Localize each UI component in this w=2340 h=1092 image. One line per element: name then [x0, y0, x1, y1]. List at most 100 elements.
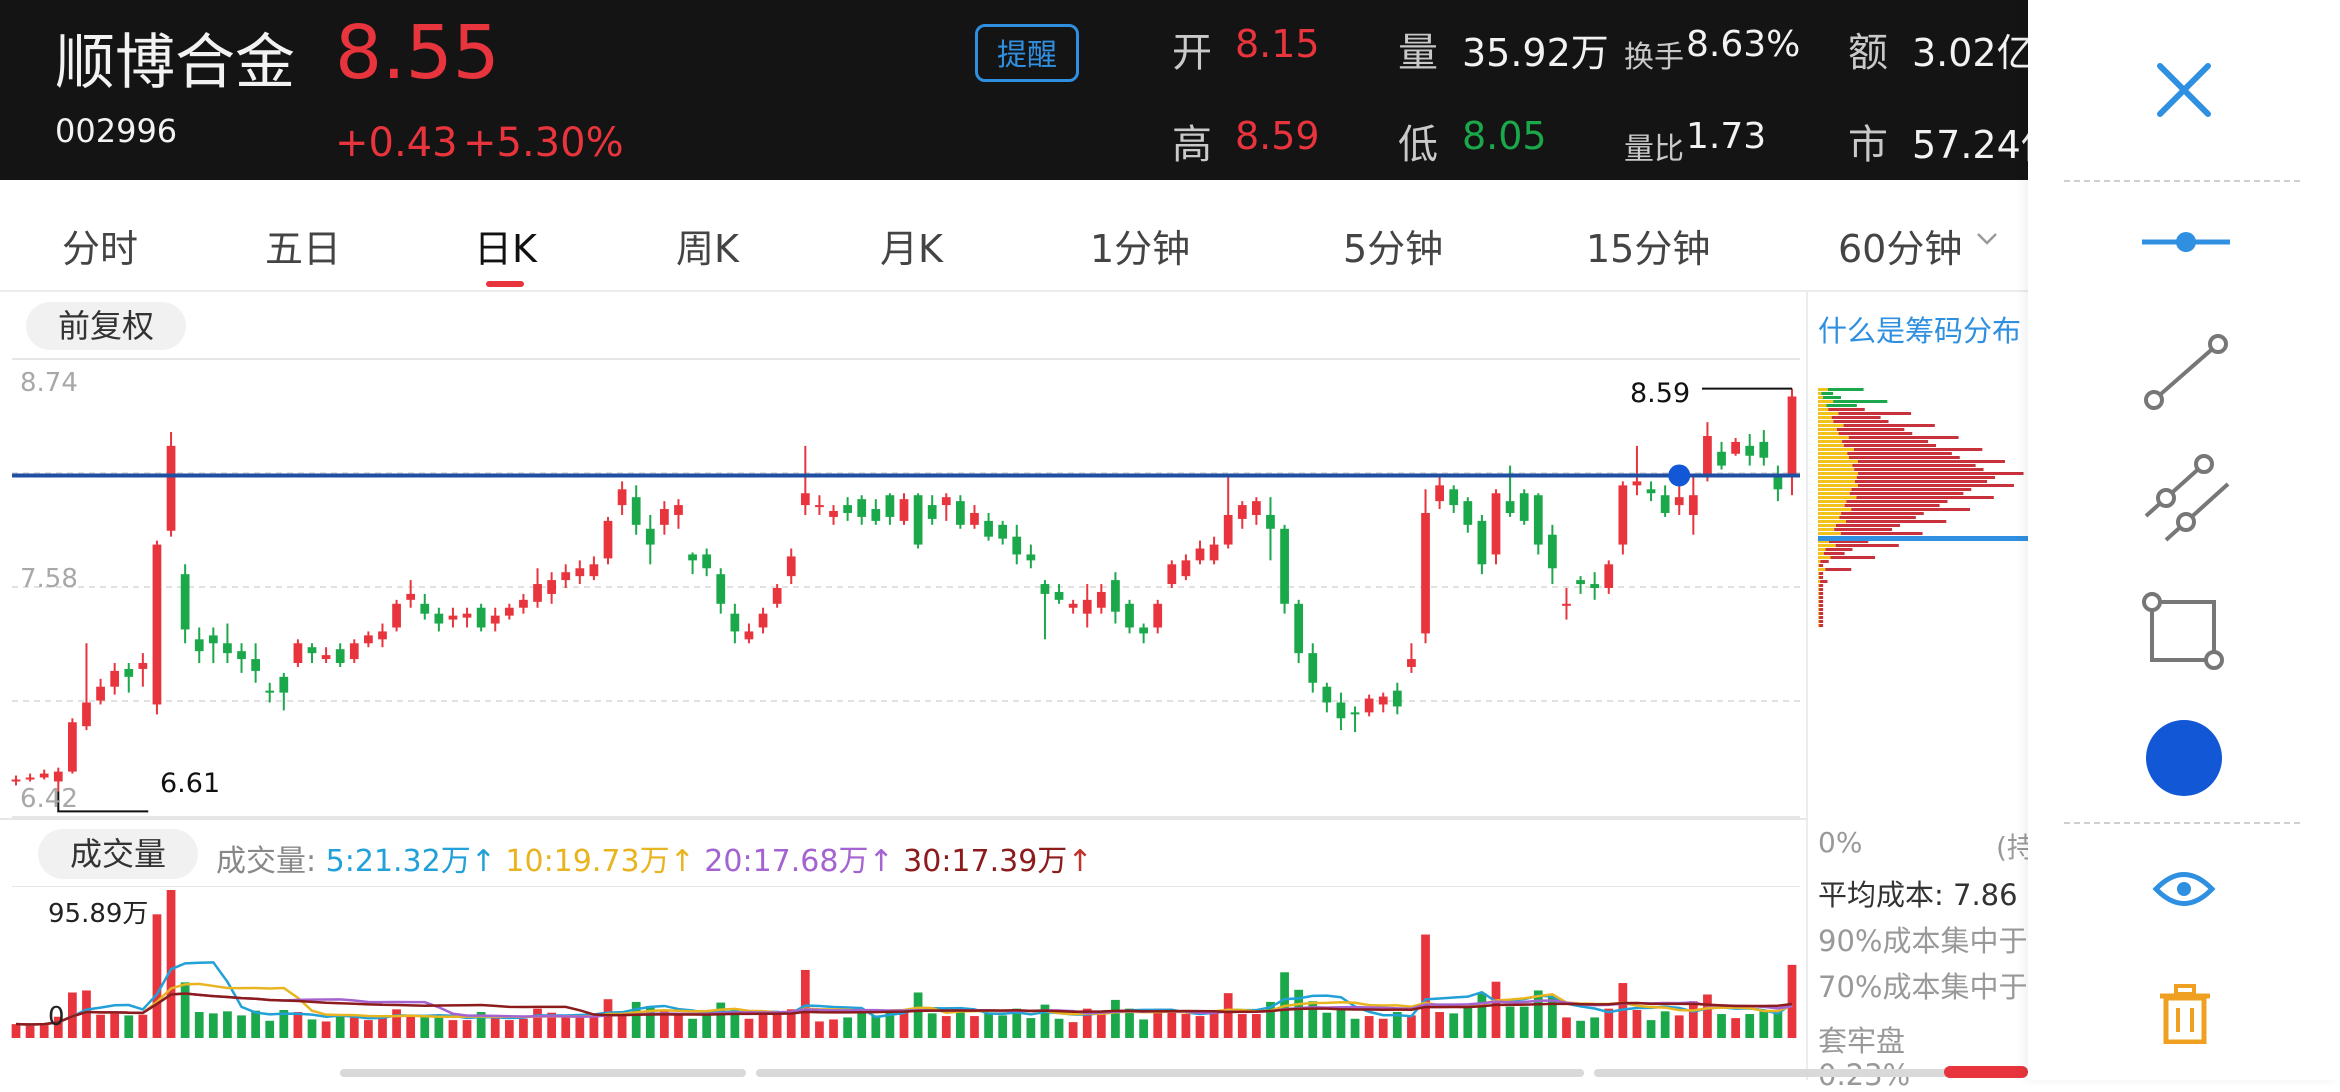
- chip-bar: [1818, 520, 1847, 523]
- candle: [702, 554, 712, 569]
- chip-bar: [1818, 608, 1820, 611]
- volume-bar: [547, 1012, 556, 1038]
- chip-bar: [1818, 528, 1835, 531]
- chip-help-link[interactable]: 什么是筹码分布: [1818, 314, 2022, 348]
- adjust-mode-button[interactable]: 前复权: [26, 302, 186, 350]
- candle: [1195, 548, 1205, 561]
- color-dot-icon[interactable]: [2146, 720, 2222, 796]
- tab-daily-k[interactable]: 日K: [474, 227, 537, 271]
- candle: [208, 635, 218, 644]
- volume-bar: [180, 982, 190, 1038]
- candle: [519, 599, 528, 608]
- volume-bar: [1040, 1004, 1050, 1038]
- volume-bar: [1054, 1018, 1064, 1038]
- chip-bar: [1819, 584, 1824, 587]
- tab-1min[interactable]: 1分钟: [1090, 227, 1191, 271]
- candle: [392, 603, 401, 628]
- volume-bar: [194, 1012, 204, 1038]
- drawing-tool-panel: [2028, 0, 2340, 1080]
- candle: [575, 568, 585, 577]
- chip-bar: [1843, 444, 1937, 447]
- eye-icon[interactable]: [2152, 864, 2216, 914]
- candle: [899, 499, 909, 521]
- candle: [1350, 712, 1360, 715]
- tab-five-day[interactable]: 五日: [265, 227, 342, 271]
- candle: [1435, 485, 1444, 502]
- chip-bar: [1818, 488, 1852, 491]
- chip-bar: [1849, 492, 1964, 495]
- volume-bar: [885, 1010, 895, 1038]
- candle: [688, 554, 697, 561]
- chip-bar: [1818, 568, 1826, 571]
- line-handle[interactable]: [1668, 464, 1691, 487]
- parallel-lines-icon[interactable]: [2136, 450, 2236, 550]
- volume-bar: [434, 1016, 444, 1038]
- segment-line-icon[interactable]: [2140, 330, 2232, 414]
- turnover-value: 8.63%: [1686, 24, 1801, 65]
- candle: [1364, 698, 1374, 713]
- candle: [1153, 603, 1163, 628]
- volume-bar: [25, 1024, 35, 1038]
- chip-bar: [1818, 572, 1820, 575]
- indicator-volume-button[interactable]: 成交量: [38, 829, 198, 879]
- candlestick-chart[interactable]: [0, 355, 1806, 820]
- divider: [2064, 822, 2300, 824]
- scrollbar-segment[interactable]: [340, 1069, 746, 1077]
- candle: [1421, 512, 1430, 634]
- remind-button[interactable]: 提醒: [975, 24, 1079, 82]
- scrollbar-thumb[interactable]: [1944, 1066, 2028, 1078]
- low-label: 低: [1398, 122, 1438, 168]
- candle: [941, 497, 951, 506]
- chip-bar: [1818, 532, 1841, 535]
- rectangle-icon[interactable]: [2138, 590, 2234, 680]
- chip-bar: [1849, 456, 1960, 459]
- close-icon[interactable]: [2154, 60, 2214, 120]
- candle: [448, 615, 458, 620]
- tab-weekly-k[interactable]: 周K: [676, 227, 739, 271]
- chip-bar: [1819, 624, 1824, 627]
- candle: [1294, 603, 1304, 654]
- tab-15min[interactable]: 15分钟: [1586, 227, 1711, 271]
- chip-bar: [1819, 572, 1824, 575]
- scrollbar-segment[interactable]: [1594, 1069, 2014, 1077]
- candle: [1252, 501, 1261, 515]
- tab-60min[interactable]: 60分钟: [1838, 227, 1963, 271]
- volume-bar: [1632, 1010, 1642, 1038]
- chip-bar: [1818, 616, 1820, 619]
- open-label: 开: [1172, 30, 1212, 76]
- volume-bar: [1252, 1014, 1261, 1038]
- chip-bar: [1851, 508, 1971, 511]
- candle: [1562, 603, 1571, 606]
- chevron-down-icon[interactable]: [1976, 232, 1998, 246]
- volume-bar: [504, 1020, 514, 1038]
- volume-bar: [490, 1017, 500, 1038]
- chip-bar: [1819, 588, 1824, 591]
- volume-axis-max: 95.89万: [48, 899, 149, 929]
- candle: [1237, 505, 1247, 519]
- horizontal-line-icon[interactable]: [2140, 222, 2232, 262]
- chip-bar: [1835, 544, 1899, 547]
- volume-bar: [364, 1020, 373, 1038]
- volume-bar: [843, 1017, 852, 1038]
- chip-bar: [1856, 476, 1996, 479]
- volume-bar: [815, 1021, 824, 1038]
- scrollbar-segment[interactable]: [756, 1069, 1584, 1077]
- candle: [1082, 599, 1092, 614]
- candle: [674, 505, 683, 515]
- volume-bar: [617, 1011, 627, 1038]
- volume-bar: [1576, 1020, 1585, 1038]
- period-tabs: 分时 五日 日K 周K 月K 1分钟 5分钟 15分钟 60分钟: [0, 188, 2028, 292]
- tab-intraday[interactable]: 分时: [62, 227, 139, 271]
- chip-bar: [1852, 464, 1976, 467]
- tab-5min[interactable]: 5分钟: [1343, 227, 1444, 271]
- candle: [1336, 702, 1346, 719]
- candle: [998, 524, 1008, 539]
- chip-bar: [1818, 408, 1829, 411]
- trash-icon[interactable]: [2158, 984, 2212, 1044]
- candle: [1308, 653, 1318, 683]
- tab-monthly-k[interactable]: 月K: [880, 227, 943, 271]
- volume-bar: [1012, 1008, 1022, 1038]
- candle: [561, 572, 571, 581]
- chip-bar: [1838, 412, 1912, 415]
- volume-chart[interactable]: [0, 886, 1806, 1042]
